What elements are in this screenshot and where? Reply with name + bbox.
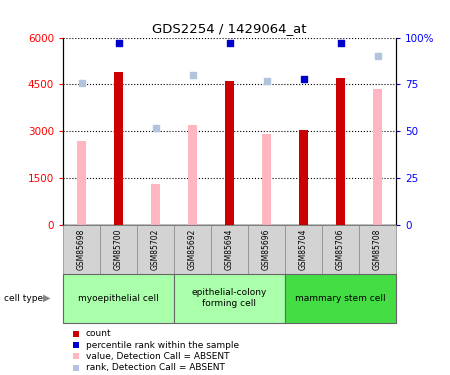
- Bar: [285, 274, 396, 322]
- Point: [300, 76, 307, 82]
- Point: [78, 80, 85, 86]
- Text: GSM85692: GSM85692: [188, 229, 197, 270]
- Bar: [248, 225, 285, 274]
- Bar: [225, 81, 234, 225]
- Text: GSM85698: GSM85698: [77, 229, 86, 270]
- Bar: [77, 141, 86, 225]
- Bar: [174, 225, 211, 274]
- Bar: [373, 89, 382, 225]
- Point: [263, 78, 270, 84]
- Bar: [359, 225, 396, 274]
- Text: GSM85702: GSM85702: [151, 229, 160, 270]
- Point: [152, 124, 159, 130]
- Text: mammary stem cell: mammary stem cell: [295, 294, 386, 303]
- Text: GSM85708: GSM85708: [373, 229, 382, 270]
- Bar: [151, 184, 160, 225]
- Text: GSM85706: GSM85706: [336, 229, 345, 270]
- Text: count: count: [86, 329, 111, 338]
- Bar: [73, 353, 79, 359]
- Bar: [114, 72, 123, 225]
- Bar: [262, 134, 271, 225]
- Bar: [336, 78, 345, 225]
- Text: ▶: ▶: [43, 293, 50, 303]
- Bar: [100, 225, 137, 274]
- Bar: [63, 225, 100, 274]
- Bar: [211, 225, 248, 274]
- Bar: [285, 225, 322, 274]
- Bar: [188, 125, 197, 225]
- Bar: [137, 225, 174, 274]
- Text: myoepithelial cell: myoepithelial cell: [78, 294, 159, 303]
- Bar: [322, 225, 359, 274]
- Point: [226, 40, 233, 46]
- Point: [374, 53, 381, 59]
- Text: GSM85700: GSM85700: [114, 229, 123, 270]
- Bar: [63, 274, 174, 322]
- Bar: [174, 274, 285, 322]
- Text: rank, Detection Call = ABSENT: rank, Detection Call = ABSENT: [86, 363, 225, 372]
- Bar: [73, 364, 79, 370]
- Text: GSM85696: GSM85696: [262, 229, 271, 270]
- Text: epithelial-colony
forming cell: epithelial-colony forming cell: [192, 288, 267, 308]
- Text: cell type: cell type: [4, 294, 44, 303]
- Bar: [299, 130, 308, 225]
- Text: GSM85694: GSM85694: [225, 229, 234, 270]
- Point: [115, 40, 122, 46]
- Text: percentile rank within the sample: percentile rank within the sample: [86, 340, 238, 350]
- Text: value, Detection Call = ABSENT: value, Detection Call = ABSENT: [86, 352, 229, 361]
- Bar: [73, 331, 79, 337]
- Point: [189, 72, 196, 78]
- Text: GSM85704: GSM85704: [299, 229, 308, 270]
- Point: [337, 40, 344, 46]
- Title: GDS2254 / 1429064_at: GDS2254 / 1429064_at: [152, 22, 307, 35]
- Bar: [73, 342, 79, 348]
